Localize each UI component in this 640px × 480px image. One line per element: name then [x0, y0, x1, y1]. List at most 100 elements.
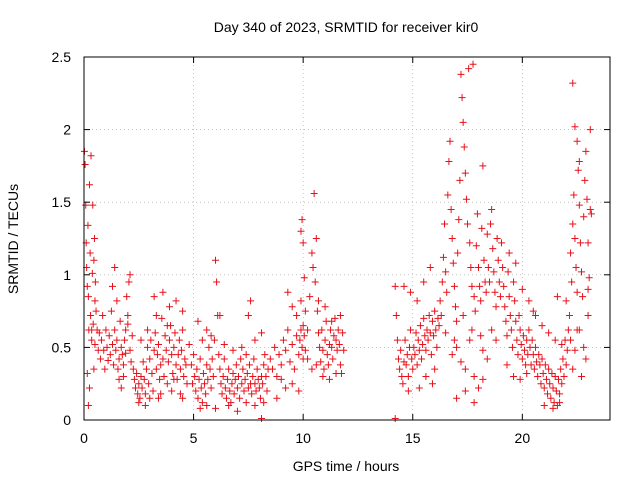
data-point — [144, 343, 152, 351]
data-point — [510, 372, 518, 380]
data-point — [103, 343, 111, 351]
data-point — [147, 336, 155, 344]
data-point — [455, 216, 463, 224]
data-point — [569, 365, 577, 373]
data-point — [146, 394, 154, 402]
data-point — [431, 365, 439, 373]
data-point — [179, 394, 187, 402]
data-point — [185, 340, 193, 348]
data-point — [91, 278, 99, 286]
axis-ticks: 0 5 10 15 20 0 0.5 1 1.5 2 2.5 — [52, 49, 610, 446]
data-point — [514, 351, 522, 359]
data-point — [118, 351, 126, 359]
data-point — [450, 336, 458, 344]
data-point — [83, 370, 91, 378]
data-point — [438, 278, 446, 286]
data-point — [422, 346, 430, 354]
data-point — [437, 311, 445, 319]
data-point — [299, 239, 307, 247]
data-point — [256, 394, 264, 402]
data-point — [420, 314, 428, 322]
data-point — [472, 242, 480, 250]
data-point — [141, 390, 149, 398]
data-point — [562, 297, 570, 305]
data-point — [127, 358, 135, 366]
data-point — [268, 365, 276, 373]
data-point — [181, 355, 189, 363]
data-point — [141, 401, 149, 409]
data-point — [119, 361, 127, 369]
data-point — [420, 278, 428, 286]
x-tick-label: 15 — [405, 430, 421, 446]
data-point — [251, 336, 259, 344]
data-point — [106, 351, 114, 359]
data-point — [297, 297, 305, 305]
data-point — [145, 380, 153, 388]
data-point — [176, 390, 184, 398]
data-point — [221, 384, 229, 392]
data-point — [470, 372, 478, 380]
data-point — [293, 332, 301, 340]
data-point — [569, 220, 577, 228]
data-point — [321, 336, 329, 344]
data-point — [499, 264, 507, 272]
data-point — [582, 147, 590, 155]
data-point — [449, 259, 457, 267]
data-point — [308, 249, 316, 257]
data-point — [457, 70, 465, 78]
data-point — [99, 311, 107, 319]
data-point — [245, 361, 253, 369]
data-point — [408, 355, 416, 363]
data-point — [135, 380, 143, 388]
data-point — [243, 370, 251, 378]
data-point — [210, 336, 218, 344]
data-point — [461, 365, 469, 373]
data-point — [172, 361, 180, 369]
data-point — [178, 346, 186, 354]
data-point — [399, 380, 407, 388]
data-point — [483, 230, 491, 238]
data-point — [488, 326, 496, 334]
data-point — [451, 303, 459, 311]
data-point — [273, 372, 281, 380]
data-point — [116, 317, 124, 325]
data-point — [254, 375, 262, 383]
data-point — [518, 355, 526, 363]
data-point — [213, 278, 221, 286]
data-point — [85, 181, 93, 189]
data-point — [553, 293, 561, 301]
data-point — [149, 387, 157, 395]
data-point — [108, 340, 116, 348]
data-point — [527, 361, 535, 369]
data-point — [172, 297, 180, 305]
data-point — [466, 239, 474, 247]
data-point — [479, 162, 487, 170]
data-point — [551, 372, 559, 380]
data-point — [105, 332, 113, 340]
data-point — [560, 372, 568, 380]
data-point — [396, 365, 404, 373]
data-point — [414, 336, 422, 344]
data-point — [160, 372, 168, 380]
data-point — [168, 387, 176, 395]
data-point — [453, 317, 461, 325]
data-point — [277, 361, 285, 369]
data-points — [80, 60, 595, 423]
data-point — [494, 256, 502, 264]
data-point — [484, 264, 492, 272]
data-point — [546, 380, 554, 388]
data-point — [298, 343, 306, 351]
data-point — [501, 303, 509, 311]
data-point — [162, 346, 170, 354]
data-point — [462, 195, 470, 203]
data-point — [146, 355, 154, 363]
data-point — [157, 390, 165, 398]
data-point — [157, 361, 165, 369]
data-point — [554, 375, 562, 383]
data-point — [207, 384, 215, 392]
y-tick-label: 0 — [63, 412, 71, 428]
data-point — [293, 311, 301, 319]
data-point — [170, 343, 178, 351]
data-point — [492, 303, 500, 311]
